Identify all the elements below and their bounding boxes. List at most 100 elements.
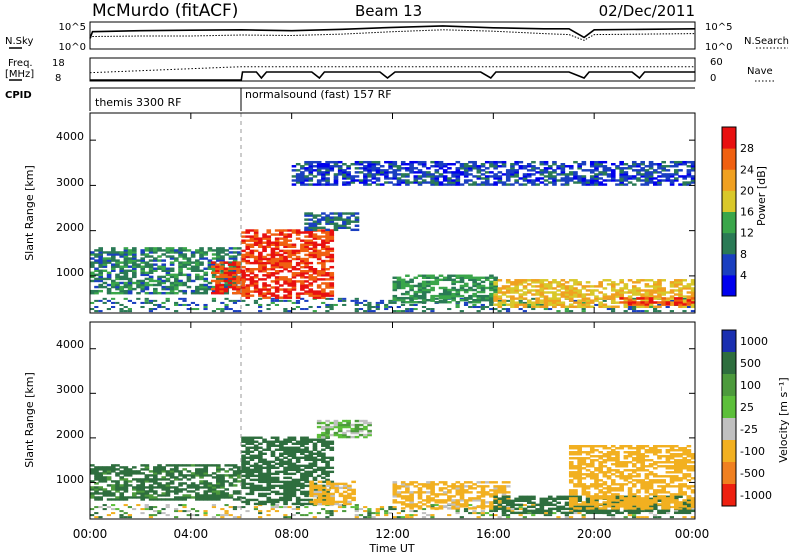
power-cell xyxy=(682,310,687,313)
velocity-cell xyxy=(178,496,183,499)
velocity-cell xyxy=(518,499,524,503)
velocity-cell xyxy=(334,482,340,486)
power-cell xyxy=(501,291,507,294)
power-cell xyxy=(396,280,402,284)
power-cell xyxy=(652,297,658,300)
velocity-cell xyxy=(216,478,221,481)
power-cell xyxy=(531,301,536,304)
velocity-cell xyxy=(547,501,553,505)
velocity-cell xyxy=(434,495,440,498)
power-cell xyxy=(426,280,431,284)
velocity-cell xyxy=(573,485,578,488)
power-cell xyxy=(682,301,687,304)
power-cell xyxy=(434,163,440,166)
power-cell xyxy=(455,179,461,182)
noise-sky-line xyxy=(89,25,696,39)
power-cell xyxy=(472,276,477,280)
velocity-cell xyxy=(455,510,460,513)
power-cell xyxy=(577,177,582,180)
velocity-cell xyxy=(140,488,146,491)
velocity-cell xyxy=(560,505,566,509)
velocity-cell xyxy=(186,474,192,477)
power-cell xyxy=(216,253,221,256)
power-cell xyxy=(94,259,99,262)
power-cell xyxy=(686,291,692,294)
velocity-cell xyxy=(186,494,192,497)
velocity-cell xyxy=(476,497,482,500)
velocity-cell xyxy=(351,480,356,484)
power-cell xyxy=(165,269,171,272)
power-cell xyxy=(123,271,129,275)
velocity-cell xyxy=(300,450,305,453)
power-cell xyxy=(102,263,108,266)
power-cell xyxy=(514,279,519,282)
power-cell xyxy=(631,287,637,290)
power-cell xyxy=(371,165,377,168)
power-cell xyxy=(111,285,116,289)
velocity-cell xyxy=(203,474,209,477)
power-cell xyxy=(203,279,209,283)
power-cell xyxy=(308,292,314,295)
velocity-cell xyxy=(455,507,461,510)
power-cell xyxy=(316,296,322,299)
power-cell xyxy=(165,308,170,311)
velocity-cell xyxy=(283,470,288,474)
power-cell xyxy=(132,247,137,250)
velocity-cell xyxy=(405,497,410,500)
velocity-cell xyxy=(321,452,326,455)
power-cell xyxy=(644,291,650,294)
power-cell xyxy=(211,249,217,252)
power-cell xyxy=(371,175,377,178)
power-cell xyxy=(514,305,519,308)
power-cell xyxy=(514,301,519,304)
velocity-cell xyxy=(480,493,486,496)
velocity-cell xyxy=(249,486,255,490)
power-cell xyxy=(501,165,507,168)
power-cell xyxy=(203,287,209,291)
velocity-cell xyxy=(203,510,208,513)
power-cell xyxy=(594,179,599,182)
power-cell xyxy=(501,301,507,304)
velocity-cell xyxy=(115,482,120,485)
power-cell xyxy=(186,285,192,289)
velocity-cell xyxy=(312,476,318,480)
power-cell xyxy=(438,278,444,282)
power-cell xyxy=(648,167,654,170)
power-cell xyxy=(262,247,267,251)
velocity-cell xyxy=(270,460,276,464)
power-cell xyxy=(342,218,347,221)
power-cell xyxy=(333,163,339,166)
velocity-cell xyxy=(161,466,167,469)
velocity-cell xyxy=(190,490,196,493)
power-cell xyxy=(476,290,482,294)
power-cell xyxy=(148,283,154,287)
velocity-cell xyxy=(140,478,146,481)
velocity-cell xyxy=(358,508,364,511)
power-cell xyxy=(316,160,322,164)
power-cell xyxy=(195,267,200,270)
power-cell xyxy=(627,308,632,311)
velocity-cell xyxy=(211,476,217,479)
velocity-cell xyxy=(123,516,128,519)
power-cell xyxy=(413,177,419,180)
power-cell xyxy=(94,269,99,272)
power-cell xyxy=(657,183,662,186)
power-cell xyxy=(287,253,293,257)
velocity-cell xyxy=(237,476,242,479)
velocity-cell xyxy=(98,486,104,489)
power-cell xyxy=(241,292,246,295)
power-cell xyxy=(669,310,674,313)
velocity-cell xyxy=(266,440,272,443)
velocity-cell xyxy=(539,499,545,503)
velocity-cell xyxy=(396,516,401,519)
power-cell xyxy=(316,284,322,287)
power-cell xyxy=(241,257,246,261)
velocity-cell xyxy=(182,496,188,499)
power-cell xyxy=(199,277,204,281)
velocity-cell xyxy=(686,505,692,509)
power-cell xyxy=(447,296,452,300)
velocity-cell xyxy=(211,498,217,501)
power-cell xyxy=(161,265,167,268)
power-cell xyxy=(686,295,692,298)
